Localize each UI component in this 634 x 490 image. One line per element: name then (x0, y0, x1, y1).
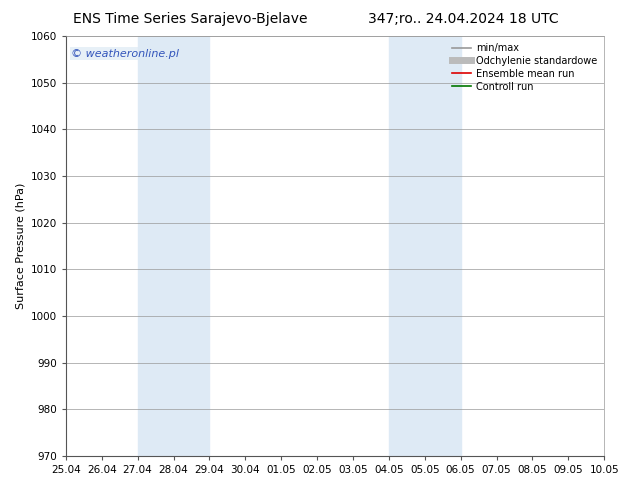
Legend: min/max, Odchylenie standardowe, Ensemble mean run, Controll run: min/max, Odchylenie standardowe, Ensembl… (448, 39, 601, 96)
Y-axis label: Surface Pressure (hPa): Surface Pressure (hPa) (15, 183, 25, 309)
Text: ENS Time Series Sarajevo-Bjelave: ENS Time Series Sarajevo-Bjelave (73, 12, 307, 26)
Bar (389, 36, 461, 456)
Text: 347;ro.. 24.04.2024 18 UTC: 347;ro.. 24.04.2024 18 UTC (368, 12, 558, 26)
Text: © weatheronline.pl: © weatheronline.pl (71, 49, 179, 59)
Bar (138, 36, 209, 456)
